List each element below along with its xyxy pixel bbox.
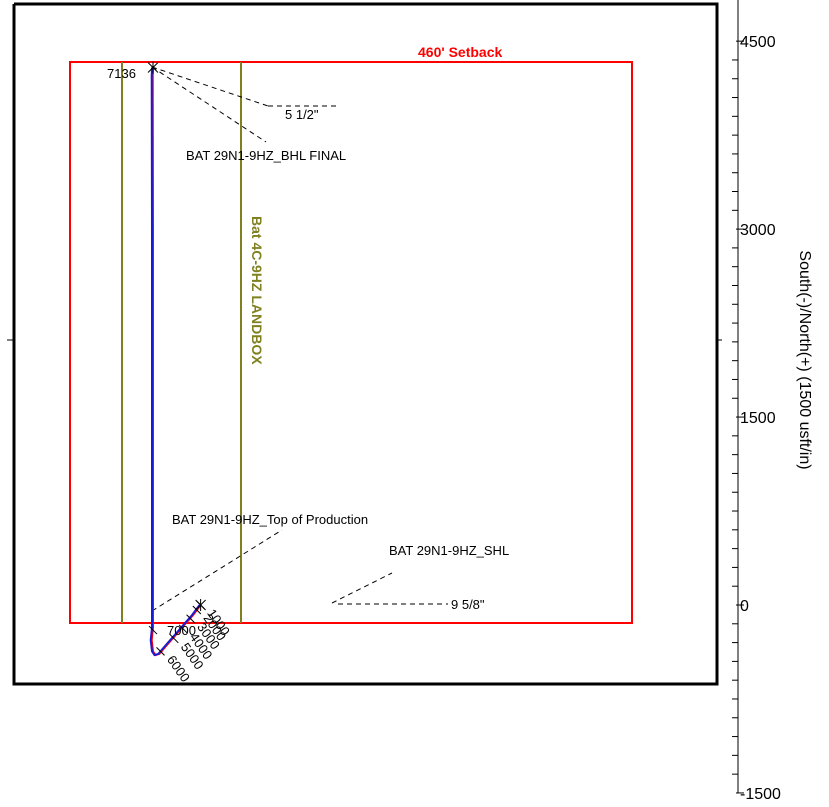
y-axis-label: South(-)/North(+) (1500 usft/in)	[796, 250, 813, 469]
setback-box	[69, 61, 633, 624]
setback-label: 460' Setback	[418, 44, 502, 60]
md-tick	[178, 624, 188, 634]
leader-lines	[151, 66, 448, 612]
md-tick	[186, 614, 195, 624]
y-tick-label: -1500	[740, 786, 781, 803]
landbox	[121, 62, 242, 623]
casing-2-label: 9 5/8"	[451, 597, 485, 612]
setback-rect	[69, 61, 633, 624]
md-tick	[156, 647, 165, 656]
wellbore-path	[149, 67, 201, 657]
md-tick	[169, 634, 179, 644]
md-tick	[196, 600, 205, 610]
md-tick	[192, 605, 202, 615]
leader-top-prod	[151, 529, 283, 612]
y-axis: 4500 3000 1500 0 -1500 South(-)/North(+) (150…	[732, 0, 813, 803]
y-tick-label: 1500	[740, 410, 776, 427]
frame-outline	[12, 2, 719, 686]
annotations: 460' Setback Bat 4C-9HZ LANDBOX BAT 29N1-9…	[107, 44, 509, 612]
shl-label: BAT 29N1-9HZ_SHL	[389, 543, 509, 558]
top-prod-label: BAT 29N1-9HZ_Top of Production	[172, 512, 368, 527]
lease-frame	[7, 2, 722, 686]
leader-shl	[331, 572, 393, 604]
y-tick-label: 3000	[740, 222, 776, 239]
landbox-label: Bat 4C-9HZ LANDBOX	[249, 216, 265, 365]
md-label: 7000	[167, 623, 196, 638]
leader-bhl	[151, 66, 267, 143]
td-md-label: 7136	[107, 66, 136, 81]
y-tick-label: 0	[740, 598, 749, 615]
y-tick-label: 4500	[740, 34, 776, 51]
bhl-marker	[147, 61, 159, 74]
md-tick	[148, 625, 158, 635]
bhl-label: BAT 29N1-9HZ_BHL FINAL	[186, 148, 346, 163]
leader-casing1	[151, 66, 269, 107]
casing-1-label: 5 1/2"	[285, 107, 319, 122]
